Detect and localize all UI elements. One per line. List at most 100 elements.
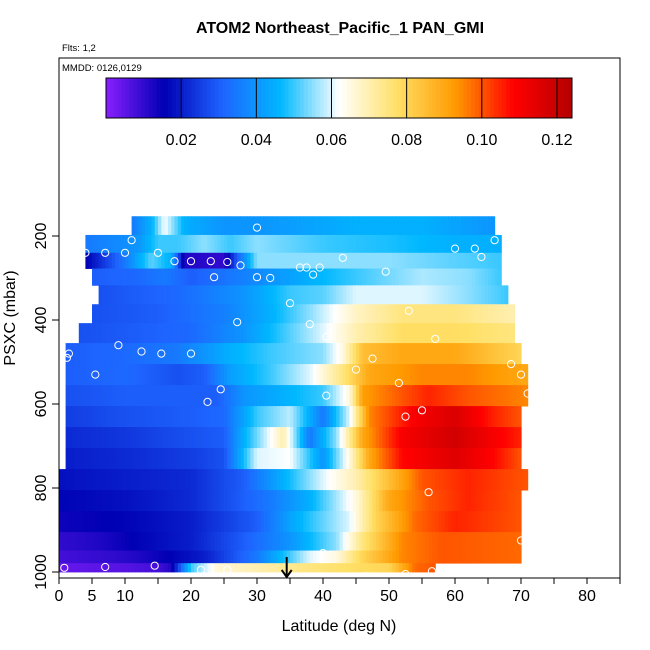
heatmap-cell	[290, 406, 294, 428]
heatmap-cell	[95, 511, 100, 533]
heatmap-cell	[134, 304, 139, 324]
colorbar-segment	[401, 78, 406, 118]
heatmap-cell	[468, 406, 473, 428]
observation-point	[236, 261, 245, 270]
observation-point	[427, 567, 436, 576]
heatmap-cell	[497, 323, 502, 344]
heatmap-cell	[316, 323, 321, 344]
heatmap-cell	[144, 469, 149, 491]
heatmap-cell	[144, 511, 149, 533]
heatmap-cell	[161, 385, 166, 407]
heatmap-cell	[118, 323, 123, 344]
heatmap-cell	[121, 532, 126, 551]
heatmap-cell	[283, 364, 288, 386]
heatmap-cell	[151, 490, 156, 512]
heatmap-cell	[75, 406, 80, 428]
heatmap-cell	[253, 285, 258, 305]
heatmap-cell	[115, 563, 119, 573]
heatmap-cell	[72, 364, 77, 386]
heatmap-cell	[270, 234, 275, 254]
heatmap-cell	[425, 427, 430, 449]
colorbar-segment	[335, 78, 340, 118]
heatmap-cell	[448, 550, 453, 564]
heatmap-cell	[484, 385, 489, 407]
heatmap-cell	[306, 550, 311, 564]
heatmap-cell	[65, 550, 70, 564]
heatmap-cell	[332, 323, 337, 344]
heatmap-cell	[233, 532, 238, 551]
heatmap-cell	[491, 550, 496, 564]
heatmap-cell	[303, 323, 308, 344]
heatmap-cell	[412, 323, 416, 344]
heatmap-cell	[98, 343, 103, 365]
heatmap-cell	[451, 511, 456, 533]
heatmap-cell	[326, 406, 331, 428]
heatmap-cell	[501, 448, 506, 470]
heatmap-cell	[428, 511, 433, 533]
heatmap-cell	[468, 448, 473, 470]
heatmap-cell	[372, 364, 377, 386]
heatmap-cell	[187, 268, 192, 286]
heatmap-cell	[418, 490, 423, 512]
heatmap-cell	[481, 550, 486, 564]
heatmap-cell	[253, 268, 258, 286]
heatmap-cell	[306, 532, 311, 551]
heatmap-cell	[369, 469, 374, 491]
heatmap-cell	[293, 268, 298, 286]
heatmap-cell	[362, 550, 367, 564]
heatmap-cell	[95, 490, 100, 512]
observation-point	[322, 391, 331, 400]
heatmap-cell	[491, 532, 496, 551]
heatmap-cell	[224, 304, 228, 324]
heatmap-cell	[75, 427, 80, 449]
heatmap-cell	[98, 511, 103, 533]
heatmap-cell	[481, 252, 486, 269]
heatmap-cell	[316, 343, 321, 365]
heatmap-cell	[276, 550, 281, 564]
heatmap-cell	[316, 285, 321, 305]
heatmap-cell	[451, 550, 456, 564]
heatmap-cell	[101, 550, 106, 564]
heatmap-cell	[151, 268, 156, 286]
heatmap-cell	[161, 490, 166, 512]
heatmap-cell	[296, 343, 301, 365]
heatmap-cell	[375, 448, 380, 470]
heatmap-cell	[276, 304, 281, 324]
heatmap-cell	[174, 532, 179, 551]
heatmap-cell	[455, 323, 459, 344]
heatmap-cell	[494, 304, 499, 324]
heatmap-cell	[346, 406, 350, 428]
heatmap-cell	[425, 364, 430, 386]
heatmap-cell	[290, 268, 294, 286]
heatmap-cell	[194, 304, 199, 324]
heatmap-cell	[177, 563, 182, 573]
heatmap-cell	[233, 385, 238, 407]
heatmap-cell	[474, 234, 479, 254]
heatmap-cell	[431, 234, 436, 254]
observation-point	[302, 263, 311, 272]
heatmap-cell	[125, 385, 129, 407]
heatmap-cell	[425, 490, 430, 512]
heatmap-cell	[273, 304, 278, 324]
heatmap-cell	[233, 252, 238, 269]
heatmap-cell	[405, 532, 410, 551]
heatmap-cell	[382, 563, 387, 573]
heatmap-cell	[382, 268, 387, 286]
observation-point	[401, 412, 410, 421]
heatmap-cell	[425, 532, 430, 551]
heatmap-cell	[408, 234, 413, 254]
heatmap-cell	[220, 448, 225, 470]
heatmap-cell	[451, 216, 456, 236]
heatmap-cell	[167, 216, 172, 236]
heatmap-cell	[101, 427, 106, 449]
heatmap-cell	[290, 304, 294, 324]
heatmap-cell	[313, 563, 317, 573]
heatmap-cell	[389, 304, 393, 324]
heatmap-cell	[148, 343, 152, 365]
heatmap-cell	[356, 511, 360, 533]
heatmap-cell	[484, 252, 489, 269]
heatmap-cell	[224, 490, 228, 512]
heatmap-cell	[220, 304, 225, 324]
heatmap-cell	[257, 490, 261, 512]
colorbar-segment	[319, 78, 324, 118]
